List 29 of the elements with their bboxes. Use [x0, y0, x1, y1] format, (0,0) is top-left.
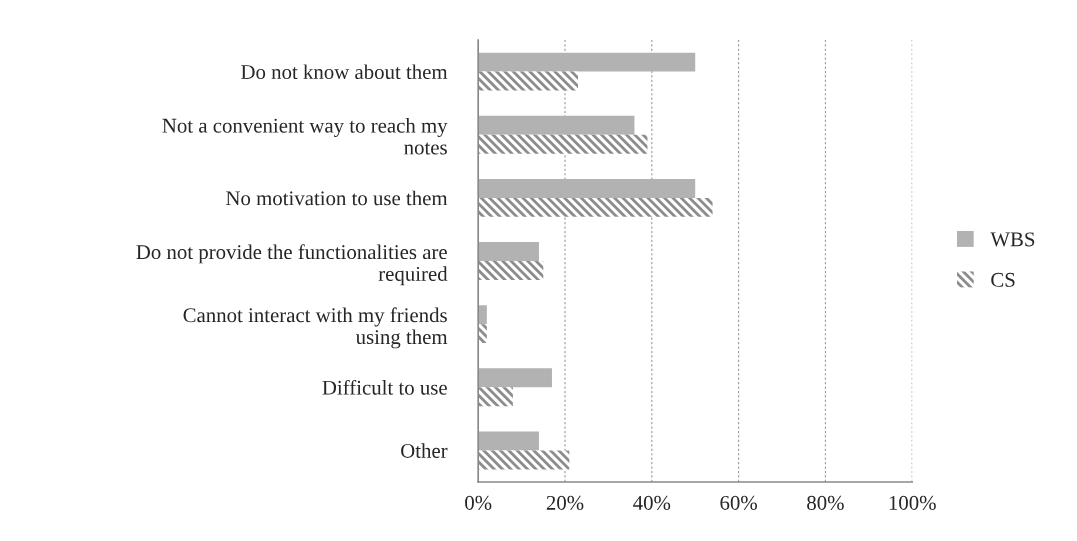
x-tick-label: 0% — [465, 495, 492, 510]
legend-label: CS — [991, 272, 1015, 287]
bar — [478, 115, 635, 135]
x-tick-label: 100% — [889, 495, 936, 510]
bar — [478, 387, 513, 407]
bar — [478, 52, 696, 72]
x-tick-label: 20% — [546, 495, 584, 510]
bar — [478, 71, 579, 91]
y-tick-label: Do not provide the functionalities are required — [136, 244, 448, 286]
bar — [478, 242, 539, 262]
y-tick-label: Other — [401, 443, 448, 458]
y-tick-label: Do not know about them — [241, 64, 448, 80]
bar — [478, 261, 544, 280]
legend-label: WBS — [990, 232, 1035, 247]
bar — [478, 324, 487, 344]
y-tick-label: Not a convenient way to reach my notes — [162, 118, 448, 155]
y-tick-label: Cannot interact with my friends using them — [183, 307, 448, 349]
bar — [478, 305, 487, 325]
y-tick-label: Difficult to use — [322, 379, 447, 395]
bar — [478, 431, 539, 451]
bar — [478, 197, 713, 217]
y-tick-label: No motivation to use them — [226, 190, 448, 206]
bar — [478, 450, 570, 470]
x-tick-label: 80% — [807, 495, 844, 510]
bar — [478, 368, 552, 388]
x-tick-label: 40% — [633, 495, 671, 510]
x-tick-label: 60% — [720, 495, 757, 510]
bar — [478, 134, 648, 154]
bar — [478, 178, 696, 198]
